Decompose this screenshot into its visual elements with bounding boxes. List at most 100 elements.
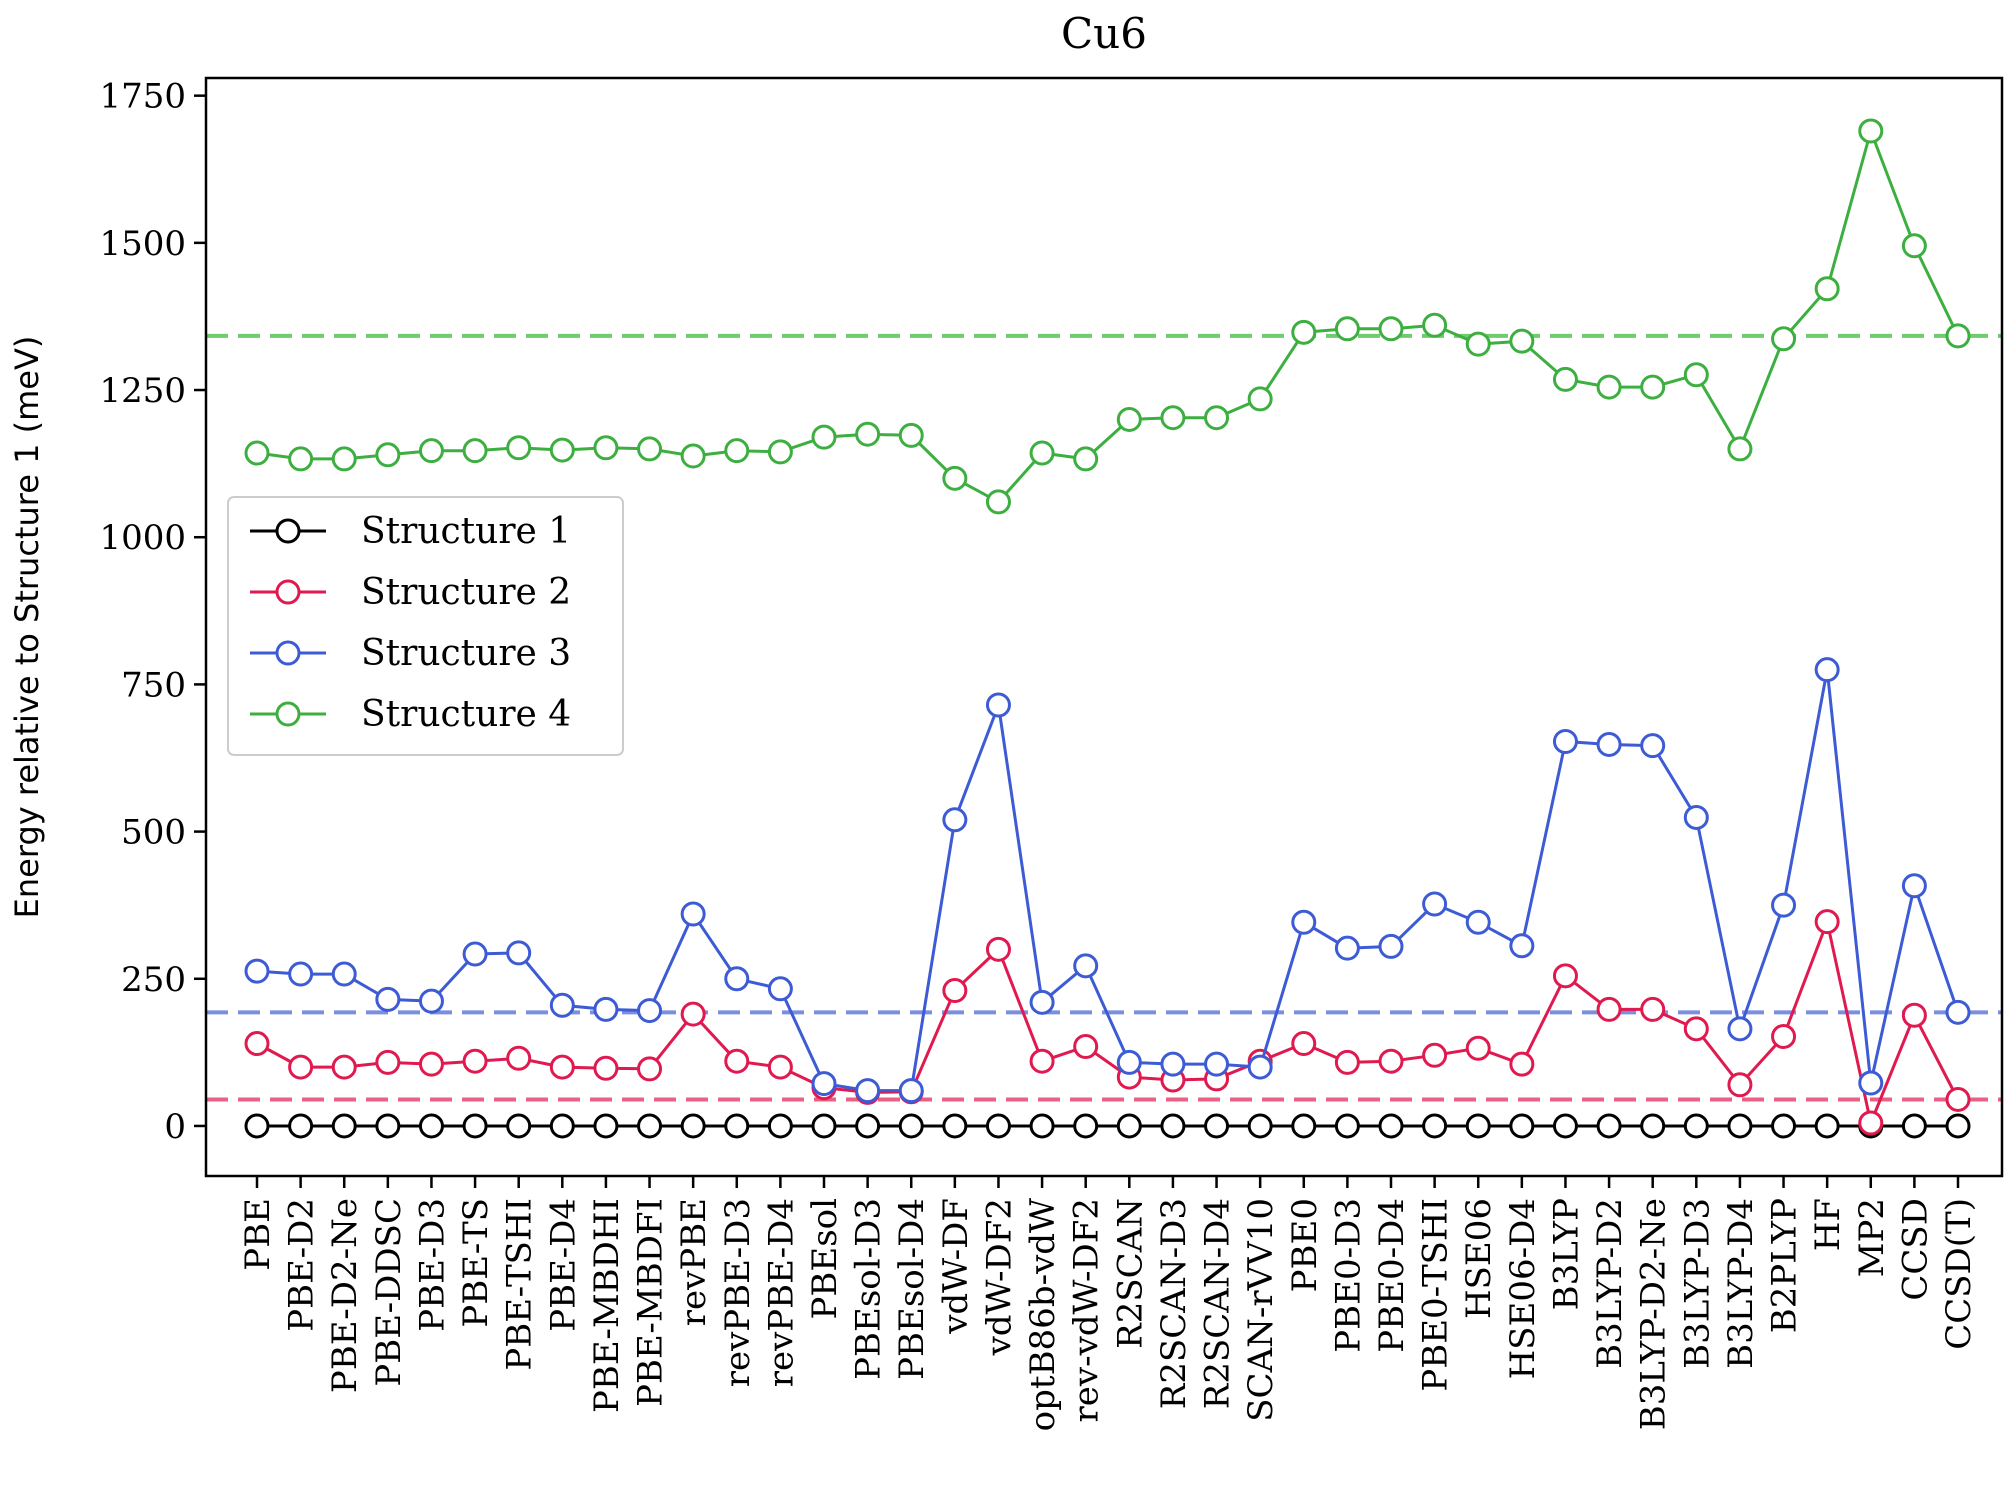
x-tick-label: B3LYP-D2 <box>1590 1198 1630 1369</box>
data-point <box>1073 1113 1099 1139</box>
data-point <box>506 940 532 966</box>
data-point <box>811 1071 837 1097</box>
data-point <box>1683 804 1709 830</box>
series-structure-4 <box>244 118 1971 515</box>
x-tick-label: PBEsol <box>805 1198 845 1319</box>
data-point <box>1640 996 1666 1022</box>
data-point <box>680 1113 706 1139</box>
data-point <box>1858 1070 1884 1096</box>
x-tick-label: PBEsol-D3 <box>849 1198 889 1380</box>
data-point <box>855 1113 881 1139</box>
x-tick-label: vdW-DF2 <box>979 1198 1019 1356</box>
data-point <box>1291 909 1317 935</box>
series-line <box>256 916 1960 1129</box>
data-point <box>1509 1051 1535 1077</box>
data-point <box>593 1113 619 1139</box>
data-point <box>1073 1033 1099 1059</box>
data-point <box>288 1113 314 1139</box>
data-point <box>767 976 793 1002</box>
data-point <box>1204 1051 1230 1077</box>
data-point <box>1771 326 1797 352</box>
data-point <box>244 1031 270 1057</box>
y-tick-label: 1000 <box>99 518 186 558</box>
data-point <box>1465 909 1491 935</box>
data-point <box>1029 989 1055 1015</box>
x-tick-label: PBE0 <box>1285 1198 1325 1292</box>
data-point <box>724 438 750 464</box>
data-point <box>811 424 837 450</box>
data-point <box>1378 316 1404 342</box>
data-point <box>1334 935 1360 961</box>
data-point <box>1334 1049 1360 1075</box>
x-tick-label: B3LYP-D4 <box>1721 1198 1761 1369</box>
data-point <box>1422 891 1448 917</box>
x-tick-label: PBE-TS <box>456 1198 496 1328</box>
x-tick-label: PBE-MBDHI <box>587 1198 627 1413</box>
x-tick-label: R2SCAN <box>1110 1198 1150 1349</box>
x-tick-label: PBE-D4 <box>543 1198 583 1332</box>
data-point <box>1378 933 1404 959</box>
data-point <box>942 1113 968 1139</box>
y-tick-label: 1250 <box>99 371 186 411</box>
data-point <box>1334 1113 1360 1139</box>
data-point <box>1422 1113 1448 1139</box>
legend-item: Structure 2 <box>250 572 571 613</box>
data-point <box>1422 1042 1448 1068</box>
data-point <box>1640 733 1666 759</box>
data-point <box>1945 323 1971 349</box>
data-point <box>811 1113 837 1139</box>
data-point <box>855 421 881 447</box>
legend-marker <box>275 701 301 727</box>
y-tick-label: 1500 <box>99 224 186 264</box>
data-point <box>1552 366 1578 392</box>
x-tick-label: revPBE <box>674 1198 714 1326</box>
data-point <box>1683 362 1709 388</box>
data-point <box>462 1113 488 1139</box>
y-tick-label: 750 <box>121 665 186 705</box>
legend-marker <box>275 579 301 605</box>
legend-label: Structure 4 <box>361 694 571 735</box>
data-point <box>680 901 706 927</box>
x-tick-label: HSE06-D4 <box>1503 1198 1543 1379</box>
data-point <box>1814 1113 1840 1139</box>
data-point <box>1596 374 1622 400</box>
data-point <box>288 961 314 987</box>
data-point <box>375 986 401 1012</box>
data-point <box>1683 1113 1709 1139</box>
data-point <box>506 1113 532 1139</box>
data-point <box>1029 1048 1055 1074</box>
data-point <box>680 1001 706 1027</box>
data-point <box>331 446 357 472</box>
data-point <box>288 446 314 472</box>
x-tick-label: PBE-D2 <box>282 1198 322 1332</box>
data-point <box>942 465 968 491</box>
data-point <box>1465 331 1491 357</box>
data-point <box>1945 1086 1971 1112</box>
series-line <box>256 669 1960 1093</box>
x-tick-label: B3LYP-D3 <box>1677 1198 1717 1369</box>
data-point <box>1901 1113 1927 1139</box>
data-point <box>418 438 444 464</box>
data-point <box>637 1056 663 1082</box>
data-point <box>1291 319 1317 345</box>
data-point <box>1552 1113 1578 1139</box>
data-point <box>1247 1054 1273 1080</box>
data-point <box>1552 729 1578 755</box>
x-tick-label: R2SCAN-D3 <box>1154 1198 1194 1409</box>
data-point <box>1291 1113 1317 1139</box>
data-point <box>549 1054 575 1080</box>
data-point <box>1727 436 1753 462</box>
data-point <box>898 422 924 448</box>
data-point <box>1945 1113 1971 1139</box>
data-point <box>418 1051 444 1077</box>
legend-label: Structure 2 <box>361 572 571 613</box>
data-point <box>767 439 793 465</box>
y-tick-label: 1750 <box>99 77 186 117</box>
x-tick-label: SCAN-rVV10 <box>1241 1198 1281 1422</box>
data-point <box>1465 1035 1491 1061</box>
x-tick-label: R2SCAN-D4 <box>1198 1198 1238 1409</box>
data-point <box>637 998 663 1024</box>
x-tick-label: vdW-DF <box>936 1198 976 1335</box>
data-point <box>1160 405 1186 431</box>
